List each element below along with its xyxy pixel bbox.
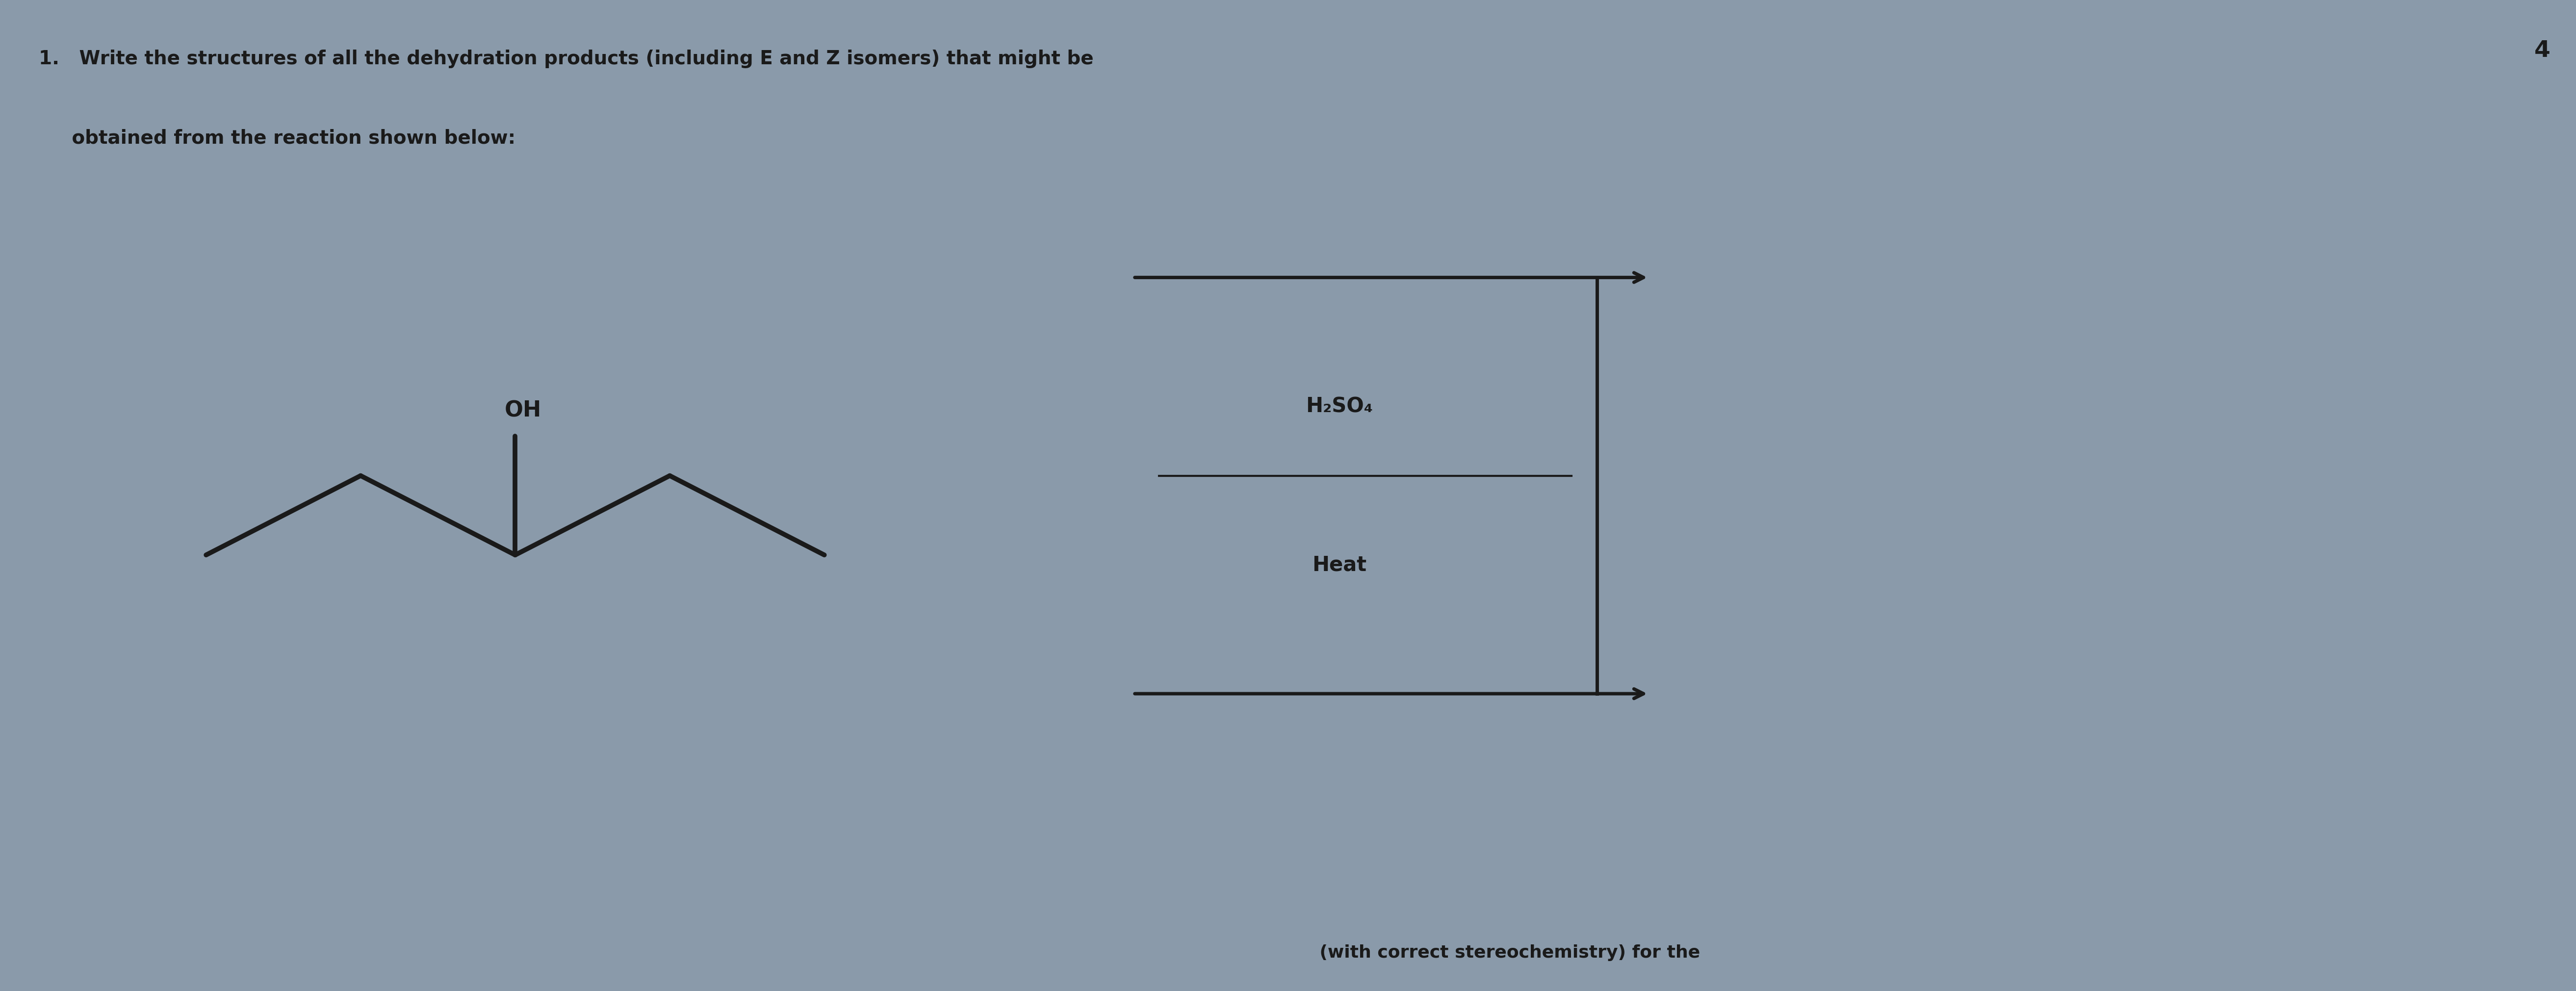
Text: OH: OH	[505, 400, 541, 421]
Text: Heat: Heat	[1311, 555, 1368, 575]
Text: obtained from the reaction shown below:: obtained from the reaction shown below:	[39, 129, 515, 148]
Text: H₂SO₄: H₂SO₄	[1306, 396, 1373, 416]
Text: (with correct stereochemistry) for the: (with correct stereochemistry) for the	[979, 944, 1700, 961]
Text: 4: 4	[2535, 40, 2550, 61]
Text: 1.   Write the structures of all the dehydration products (including E and Z iso: 1. Write the structures of all the dehyd…	[39, 50, 1092, 68]
